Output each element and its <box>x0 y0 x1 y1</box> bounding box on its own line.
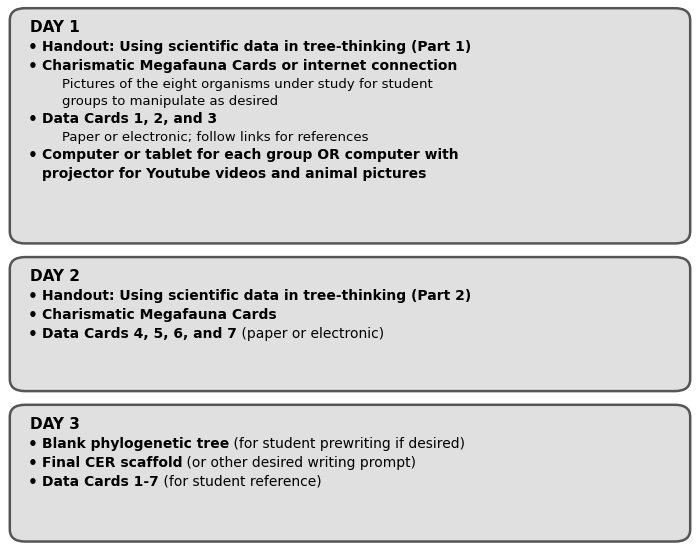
Text: •: • <box>28 289 38 304</box>
Text: Handout: Using scientific data in tree-thinking (Part 2): Handout: Using scientific data in tree-t… <box>42 289 471 303</box>
Text: projector for Youtube videos and animal pictures: projector for Youtube videos and animal … <box>42 167 426 181</box>
Text: DAY 2: DAY 2 <box>30 269 80 284</box>
Text: •: • <box>28 40 38 55</box>
Text: Data Cards 1, 2, and 3: Data Cards 1, 2, and 3 <box>42 112 217 126</box>
Text: •: • <box>28 148 38 163</box>
Text: (paper or electronic): (paper or electronic) <box>237 327 384 341</box>
Text: Handout: Using scientific data in tree-thinking (Part 1): Handout: Using scientific data in tree-t… <box>42 40 471 54</box>
Text: (for student prewriting if desired): (for student prewriting if desired) <box>229 437 465 451</box>
Text: •: • <box>28 475 38 490</box>
FancyBboxPatch shape <box>10 405 690 542</box>
Text: Paper or electronic; follow links for references: Paper or electronic; follow links for re… <box>62 131 368 144</box>
Text: •: • <box>28 456 38 471</box>
Text: •: • <box>28 437 38 452</box>
Text: Computer or tablet for each group OR computer with: Computer or tablet for each group OR com… <box>42 148 458 162</box>
Text: Data Cards 4, 5, 6, and 7: Data Cards 4, 5, 6, and 7 <box>42 327 237 341</box>
FancyBboxPatch shape <box>10 8 690 243</box>
Text: DAY 3: DAY 3 <box>30 417 80 432</box>
Text: •: • <box>28 112 38 127</box>
Text: Charismatic Megafauna Cards or internet connection: Charismatic Megafauna Cards or internet … <box>42 59 457 73</box>
Text: Pictures of the eight organisms under study for student: Pictures of the eight organisms under st… <box>62 78 433 91</box>
Text: Charismatic Megafauna Cards: Charismatic Megafauna Cards <box>42 308 276 322</box>
Text: groups to manipulate as desired: groups to manipulate as desired <box>62 95 278 108</box>
Text: •: • <box>28 327 38 342</box>
Text: Final CER scaffold: Final CER scaffold <box>42 456 182 470</box>
Text: •: • <box>28 308 38 323</box>
FancyBboxPatch shape <box>10 257 690 391</box>
Text: DAY 1: DAY 1 <box>30 20 80 35</box>
Text: Data Cards 1-7: Data Cards 1-7 <box>42 475 158 489</box>
Text: •: • <box>28 59 38 74</box>
Text: (for student reference): (for student reference) <box>158 475 321 489</box>
Text: Blank phylogenetic tree: Blank phylogenetic tree <box>42 437 229 451</box>
Text: (or other desired writing prompt): (or other desired writing prompt) <box>182 456 416 470</box>
